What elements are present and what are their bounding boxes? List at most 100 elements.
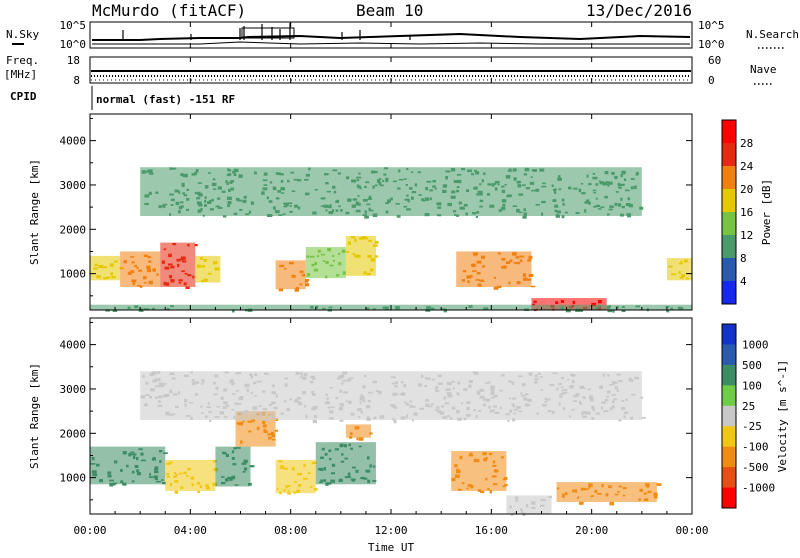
heatmap-cell	[141, 170, 146, 174]
heatmap-cell	[131, 279, 137, 283]
heatmap-cell	[183, 194, 188, 197]
heatmap-cell	[149, 395, 152, 399]
heatmap-cell	[233, 415, 236, 419]
x-tick-label: 08:00	[274, 524, 307, 537]
heatmap-cell	[612, 309, 615, 313]
colorbar-swatch	[722, 235, 736, 259]
heatmap-cell	[530, 274, 534, 277]
heatmap-cell	[519, 255, 525, 258]
heatmap-cell	[326, 190, 331, 193]
heatmap-cell	[516, 208, 520, 213]
heatmap-cell	[356, 408, 362, 412]
heatmap-cell	[355, 469, 359, 473]
heatmap-cell	[602, 373, 605, 377]
heatmap-cell	[356, 437, 359, 441]
heatmap-cell	[608, 208, 613, 211]
heatmap-cell	[287, 408, 290, 412]
heatmap-cell	[197, 490, 201, 493]
heatmap-cell	[348, 377, 354, 380]
heatmap-cell	[393, 406, 397, 409]
heatmap-cell	[414, 183, 418, 187]
heatmap-cell	[451, 380, 455, 383]
heatmap-cell	[215, 267, 220, 271]
heatmap-cell	[520, 394, 526, 397]
heatmap-cell	[614, 386, 618, 390]
heatmap-cell	[530, 176, 533, 178]
heatmap-cell	[400, 381, 404, 384]
heatmap-cell	[172, 393, 178, 396]
colorbar-tick-label: 20	[740, 183, 753, 196]
heatmap-cell	[370, 258, 376, 262]
heatmap-cell	[362, 214, 368, 217]
heatmap-cell	[270, 431, 275, 435]
colorbar-tick-label: 25	[742, 400, 755, 413]
heatmap-cell	[487, 488, 490, 491]
heatmap-cell	[401, 392, 406, 396]
heatmap-cell	[203, 259, 208, 262]
heatmap-cell	[296, 489, 300, 493]
cpid-text: normal (fast) -151 RF	[96, 93, 235, 106]
heatmap-cell	[626, 213, 632, 216]
heatmap-cell	[182, 185, 185, 188]
heatmap-cell	[442, 189, 447, 194]
heatmap-cell	[256, 380, 262, 383]
heatmap-cell	[191, 173, 196, 176]
heatmap-cell	[277, 190, 282, 193]
heatmap-cell	[272, 401, 277, 404]
heatmap-cell	[496, 285, 502, 288]
heatmap-cell	[263, 172, 268, 176]
heatmap-cell	[557, 175, 561, 178]
heatmap-region	[140, 371, 642, 420]
heatmap-cell	[490, 391, 495, 395]
heatmap-cell	[231, 382, 235, 385]
heatmap-cell	[188, 401, 194, 404]
heatmap-cell	[352, 466, 356, 469]
heatmap-cell	[169, 372, 175, 376]
heatmap-cell	[324, 453, 328, 456]
heatmap-cell	[437, 410, 441, 413]
heatmap-cell	[162, 383, 167, 385]
heatmap-cell	[443, 396, 447, 400]
heatmap-cell	[368, 195, 372, 199]
heatmap-cell	[305, 414, 308, 419]
heatmap-cell	[332, 185, 336, 189]
heatmap-cell	[297, 179, 302, 182]
heatmap-cell	[273, 406, 278, 410]
heatmap-cell	[91, 470, 97, 474]
heatmap-cell	[467, 280, 470, 284]
heatmap-cell	[477, 283, 482, 287]
heatmap-cell	[617, 182, 621, 187]
heatmap-cell	[457, 381, 461, 385]
freq-label-bottom: [MHz]	[4, 68, 37, 81]
heatmap-cell	[310, 306, 314, 309]
heatmap-cell	[268, 436, 272, 440]
heatmap-cell	[344, 476, 348, 479]
heatmap-cell	[283, 400, 287, 403]
heatmap-cell	[512, 404, 515, 408]
heatmap-cell	[611, 400, 615, 404]
heatmap-cell	[103, 277, 108, 280]
heatmap-cell	[312, 419, 318, 424]
heatmap-cell	[494, 187, 498, 191]
heatmap-cell	[392, 376, 397, 379]
heatmap-cell	[330, 479, 335, 483]
heatmap-cell	[231, 450, 235, 454]
heatmap-cell	[425, 398, 429, 402]
heatmap-cell	[154, 477, 158, 481]
heatmap-cell	[395, 202, 400, 205]
heatmap-cell	[561, 377, 565, 379]
heatmap-cell	[559, 395, 563, 399]
heatmap-cell	[621, 400, 625, 402]
heatmap-cell	[243, 195, 247, 199]
heatmap-cell	[145, 394, 150, 396]
heatmap-cell	[196, 197, 201, 200]
heatmap-cell	[340, 460, 345, 463]
y-tick-label: 1000	[60, 268, 87, 281]
heatmap-cell	[195, 381, 199, 384]
heatmap-cell	[206, 487, 210, 490]
heatmap-cell	[329, 264, 334, 267]
heatmap-cell	[175, 201, 180, 206]
heatmap-cell	[618, 419, 622, 422]
heatmap-cell	[555, 214, 560, 218]
heatmap-cell	[647, 490, 652, 494]
